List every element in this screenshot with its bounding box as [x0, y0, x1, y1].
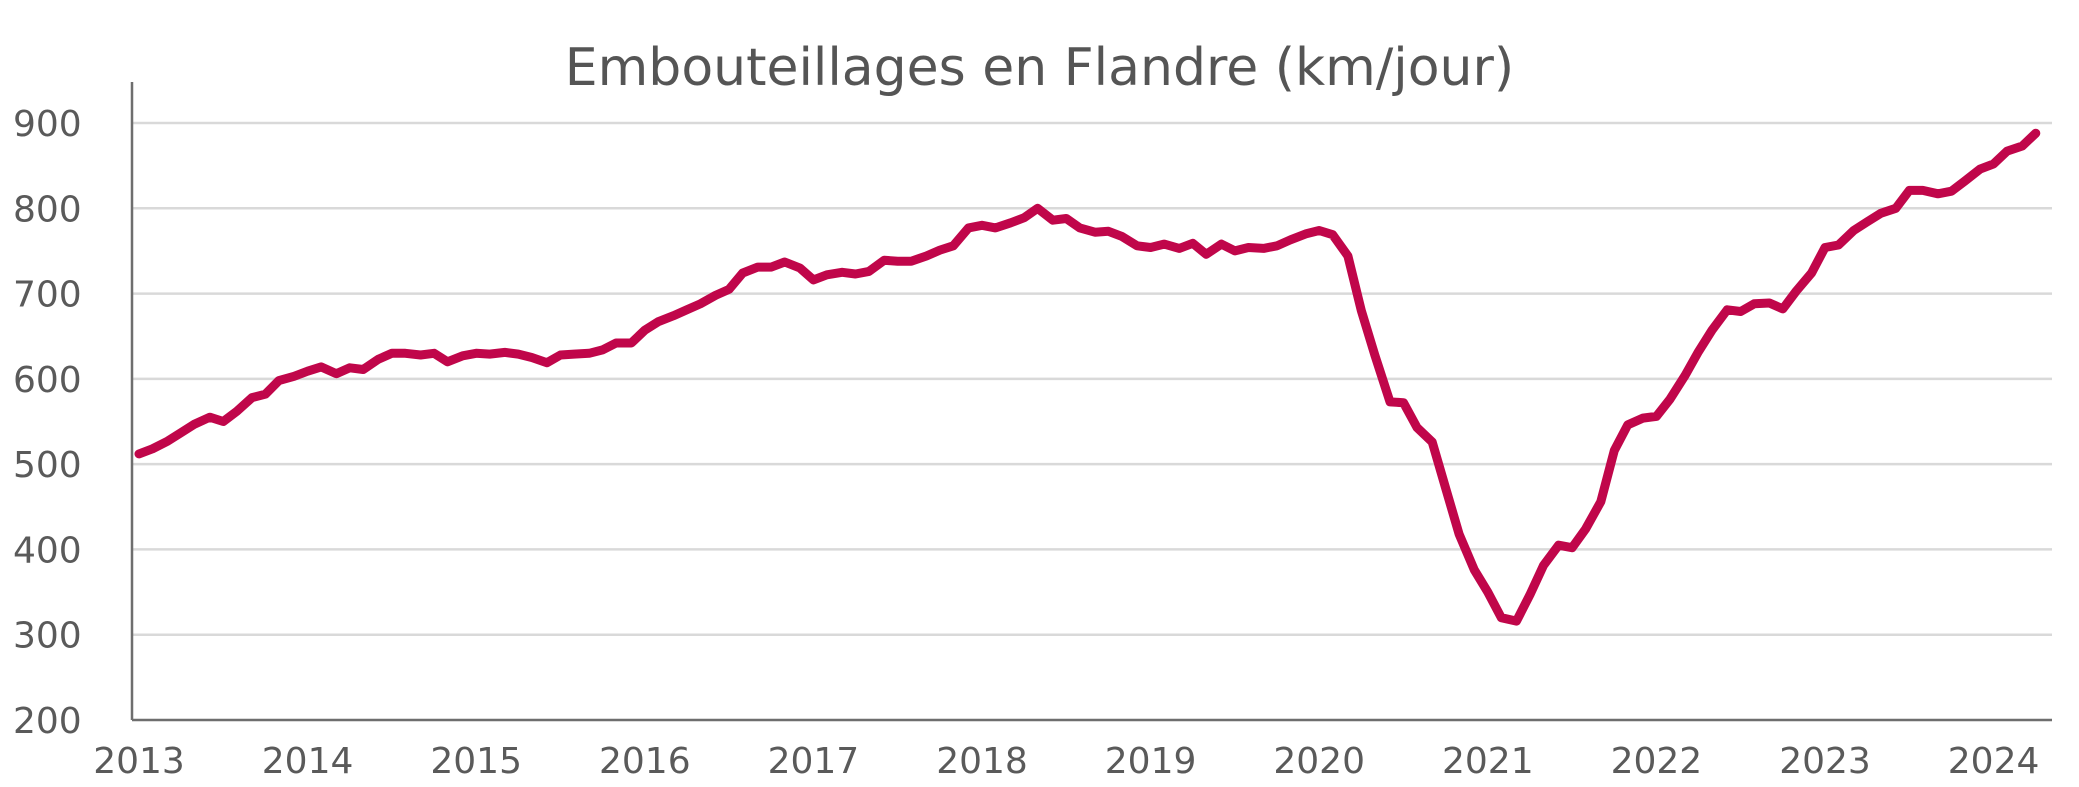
y-tick-label-300: 300 [13, 616, 82, 657]
x-tick-label-2018: 2018 [936, 741, 1028, 782]
x-tick-label-2013: 2013 [93, 741, 185, 782]
x-tick-label-2014: 2014 [262, 741, 354, 782]
tick-labels: 200 300 400 500 600 700 800 900 2013 2014 2015 2016… [13, 104, 2039, 782]
x-tick-label-2024: 2024 [1948, 741, 2040, 782]
x-tick-label-2016: 2016 [599, 741, 691, 782]
grid-layer [132, 121, 2052, 636]
y-tick-label-600: 600 [13, 360, 82, 401]
y-tick-label-200: 200 [13, 701, 82, 742]
y-tick-label-700: 700 [13, 275, 82, 316]
series-layer [134, 128, 2041, 626]
x-tick-label-2020: 2020 [1273, 741, 1365, 782]
x-tick-label-2019: 2019 [1105, 741, 1197, 782]
y-tick-label-400: 400 [13, 530, 82, 571]
x-tick-label-2021: 2021 [1442, 741, 1534, 782]
y-tick-label-900: 900 [13, 104, 82, 145]
x-tick-label-2022: 2022 [1611, 741, 1703, 782]
axis-layer [130, 82, 2052, 722]
x-tick-label-2023: 2023 [1779, 741, 1871, 782]
chart-title: Embouteillages en Flandre (km/jour) [564, 38, 1515, 98]
x-tick-label-2017: 2017 [768, 741, 860, 782]
y-tick-label-500: 500 [13, 445, 82, 486]
x-tick-label-2015: 2015 [430, 741, 522, 782]
series-line-0 [134, 128, 2041, 626]
y-tick-label-800: 800 [13, 189, 82, 230]
